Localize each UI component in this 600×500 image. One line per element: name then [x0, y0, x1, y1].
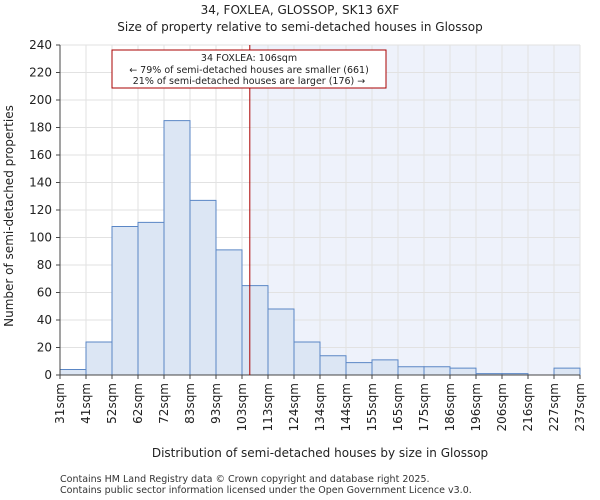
y-tick-label: 120 — [29, 203, 52, 217]
histogram-bar — [319, 355, 347, 376]
histogram-bar — [293, 341, 321, 376]
x-tick-label: 196sqm — [469, 383, 483, 431]
y-axis-label: Number of semi-detached properties — [2, 105, 16, 327]
y-tick-label: 160 — [29, 148, 52, 162]
histogram-bar — [163, 120, 191, 376]
x-tick-label: 165sqm — [391, 383, 405, 431]
x-tick-label: 72sqm — [157, 383, 171, 424]
y-tick-label: 240 — [29, 38, 52, 52]
footer-copyright: Contains HM Land Registry data © Crown c… — [60, 474, 430, 485]
histogram-bar — [137, 221, 165, 376]
annotation-larger: 21% of semi-detached houses are larger (… — [133, 76, 366, 87]
x-axis-label: Distribution of semi-detached houses by … — [152, 446, 488, 460]
y-tick-label: 80 — [37, 258, 52, 272]
y-tick-label: 140 — [29, 176, 52, 190]
histogram-bar — [553, 367, 581, 376]
x-tick-label: 52sqm — [105, 383, 119, 424]
histogram-bar — [189, 199, 217, 376]
x-tick-label: 41sqm — [79, 383, 93, 424]
x-tick-label: 62sqm — [131, 383, 145, 424]
y-tick-label: 20 — [37, 341, 52, 355]
histogram-bar — [111, 226, 139, 376]
histogram-bar — [345, 362, 373, 376]
histogram-bar — [215, 249, 243, 376]
footer-licence: Contains public sector information licen… — [60, 485, 472, 496]
y-tick-label: 200 — [29, 93, 52, 107]
x-tick-label: 83sqm — [183, 383, 197, 424]
x-tick-label: 93sqm — [209, 383, 223, 424]
chart-subtitle: Size of property relative to semi-detach… — [117, 20, 483, 34]
x-tick-label: 175sqm — [417, 383, 431, 431]
x-tick-label: 124sqm — [287, 383, 301, 431]
annotation-box — [111, 49, 387, 89]
histogram-bar — [267, 308, 295, 376]
y-tick-label: 220 — [29, 66, 52, 80]
annotation-title: 34 FOXLEA: 106sqm — [201, 53, 297, 64]
x-tick-label: 134sqm — [313, 383, 327, 431]
histogram-bar — [59, 369, 87, 376]
histogram-bar — [371, 359, 399, 376]
x-tick-label: 113sqm — [261, 383, 275, 431]
x-tick-label: 227sqm — [547, 383, 561, 431]
y-tick-label: 100 — [29, 231, 52, 245]
histogram-bar — [423, 366, 451, 376]
x-tick-label: 103sqm — [235, 383, 249, 431]
x-tick-label: 216sqm — [521, 383, 535, 431]
x-tick-label: 206sqm — [495, 383, 509, 431]
x-tick-label: 144sqm — [339, 383, 353, 431]
histogram-bar — [449, 367, 477, 376]
histogram-bar — [241, 285, 269, 376]
x-tick-label: 31sqm — [53, 383, 67, 424]
x-tick-label: 186sqm — [443, 383, 457, 431]
y-tick-label: 180 — [29, 121, 52, 135]
y-tick-label: 0 — [44, 368, 52, 382]
histogram-bar — [85, 341, 113, 376]
chart-title: 34, FOXLEA, GLOSSOP, SK13 6XF — [200, 3, 400, 17]
annotation-smaller: ← 79% of semi-detached houses are smalle… — [129, 65, 369, 76]
histogram-bar — [397, 366, 425, 376]
x-tick-label: 237sqm — [573, 383, 587, 431]
y-tick-label: 40 — [37, 313, 52, 327]
x-tick-label: 155sqm — [365, 383, 379, 431]
y-tick-label: 60 — [37, 286, 52, 300]
